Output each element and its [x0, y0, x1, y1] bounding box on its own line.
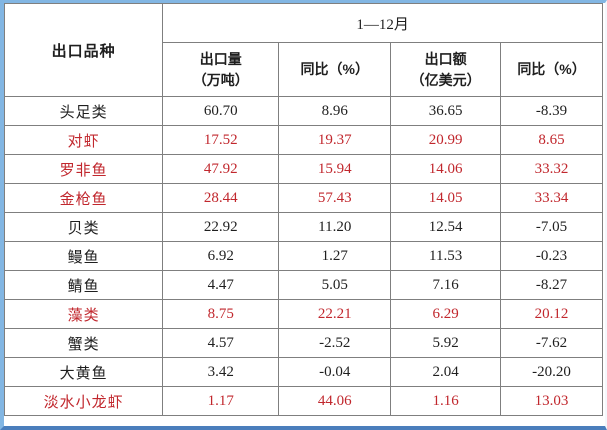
column-header-line: 同比（%）: [300, 61, 369, 78]
value-cell: 1.16: [390, 386, 502, 416]
value-cell: -20.20: [500, 357, 603, 387]
value-cell: 22.92: [162, 212, 280, 242]
period-header-jan-dec: 1—12月: [162, 3, 603, 43]
value-cell: 17.52: [162, 125, 280, 155]
value-cell: 11.20: [278, 212, 392, 242]
table-row: 头足类 60.70 8.96 36.65 -8.39: [4, 96, 603, 126]
value-cell: 22.21: [278, 299, 392, 329]
column-header-line: （亿美元）: [410, 71, 481, 88]
value-cell: 5.92: [390, 328, 502, 358]
species-name-cell: 鲭鱼: [4, 270, 164, 300]
value-cell: 3.42: [162, 357, 280, 387]
value-cell: 2.04: [390, 357, 502, 387]
value-cell: -0.04: [278, 357, 392, 387]
table-row: 鲭鱼 4.47 5.05 7.16 -8.27: [4, 270, 603, 300]
value-cell: 14.06: [390, 154, 502, 184]
value-cell: 12.54: [390, 212, 502, 242]
value-cell: 8.65: [500, 125, 603, 155]
species-name-cell: 大黄鱼: [4, 357, 164, 387]
column-header-line: （万吨）: [192, 71, 249, 88]
value-cell: 20.12: [500, 299, 603, 329]
value-cell: -0.23: [500, 241, 603, 271]
value-cell: 33.32: [500, 154, 603, 184]
value-cell: -7.62: [500, 328, 603, 358]
table-row: 鳗鱼 6.92 1.27 11.53 -0.23: [4, 241, 603, 271]
value-cell: 57.43: [278, 183, 392, 213]
value-cell: 8.96: [278, 96, 392, 126]
value-cell: 13.03: [500, 386, 603, 416]
value-cell: 4.57: [162, 328, 280, 358]
sub-header-row: 出口量 （万吨） 同比（%） 出口额 （亿美元） 同比（%）: [5, 42, 603, 97]
column-header-line: 出口额: [424, 51, 467, 68]
value-cell: 7.16: [390, 270, 502, 300]
species-name-cell: 贝类: [4, 212, 164, 242]
column-header-line: 出口量: [199, 51, 242, 68]
value-cell: 28.44: [162, 183, 280, 213]
species-name-cell: 鳗鱼: [4, 241, 164, 271]
value-cell: 15.94: [278, 154, 392, 184]
species-name-cell: 头足类: [4, 96, 164, 126]
corner-header-export-species: 出口品种: [4, 3, 164, 97]
table-row: 对虾 17.52 19.37 20.99 8.65: [4, 125, 603, 155]
value-cell: 36.65: [390, 96, 502, 126]
table-row: 蟹类 4.57 -2.52 5.92 -7.62: [4, 328, 603, 358]
table-row: 罗非鱼 47.92 15.94 14.06 33.32: [4, 154, 603, 184]
value-cell: 19.37: [278, 125, 392, 155]
column-header-line: 同比（%）: [517, 61, 586, 78]
column-header: 同比（%）: [278, 42, 392, 97]
species-name-cell: 金枪鱼: [4, 183, 164, 213]
value-cell: -7.05: [500, 212, 603, 242]
value-cell: -8.27: [500, 270, 603, 300]
species-name-cell: 蟹类: [4, 328, 164, 358]
table-row: 大黄鱼 3.42 -0.04 2.04 -20.20: [4, 357, 603, 387]
value-cell: 8.75: [162, 299, 280, 329]
table-row: 淡水小龙虾 1.17 44.06 1.16 13.03: [4, 386, 603, 416]
value-cell: -8.39: [500, 96, 603, 126]
species-name-cell: 罗非鱼: [4, 154, 164, 184]
value-cell: 11.53: [390, 241, 502, 271]
value-cell: 14.05: [390, 183, 502, 213]
table-row: 藻类 8.75 22.21 6.29 20.12: [4, 299, 603, 329]
column-header: 同比（%）: [500, 42, 603, 97]
column-header: 出口量 （万吨）: [162, 42, 280, 97]
value-cell: 20.99: [390, 125, 502, 155]
value-cell: 6.92: [162, 241, 280, 271]
value-cell: 1.27: [278, 241, 392, 271]
species-name-cell: 对虾: [4, 125, 164, 155]
value-cell: -2.52: [278, 328, 392, 358]
value-cell: 33.34: [500, 183, 603, 213]
table-row: 金枪鱼 28.44 57.43 14.05 33.34: [4, 183, 603, 213]
table-header: 出口品种 1—12月 出口量 （万吨） 同比（%） 出口额 （亿美元） 同比（%）: [4, 3, 603, 97]
species-name-cell: 淡水小龙虾: [4, 386, 164, 416]
value-cell: 6.29: [390, 299, 502, 329]
value-cell: 1.17: [162, 386, 280, 416]
value-cell: 5.05: [278, 270, 392, 300]
value-cell: 44.06: [278, 386, 392, 416]
table-row: 贝类 22.92 11.20 12.54 -7.05: [4, 212, 603, 242]
export-data-table: 出口品种 1—12月 出口量 （万吨） 同比（%） 出口额 （亿美元） 同比（%） 头足类…: [4, 3, 603, 416]
value-cell: 47.92: [162, 154, 280, 184]
column-header: 出口额 （亿美元）: [390, 42, 502, 97]
species-name-cell: 藻类: [4, 299, 164, 329]
value-cell: 60.70: [162, 96, 280, 126]
table-body: 头足类 60.70 8.96 36.65 -8.39 对虾 17.52 19.37 20.99 8…: [4, 96, 603, 416]
period-header-row: 出口品种 1—12月: [4, 3, 603, 97]
value-cell: 4.47: [162, 270, 280, 300]
